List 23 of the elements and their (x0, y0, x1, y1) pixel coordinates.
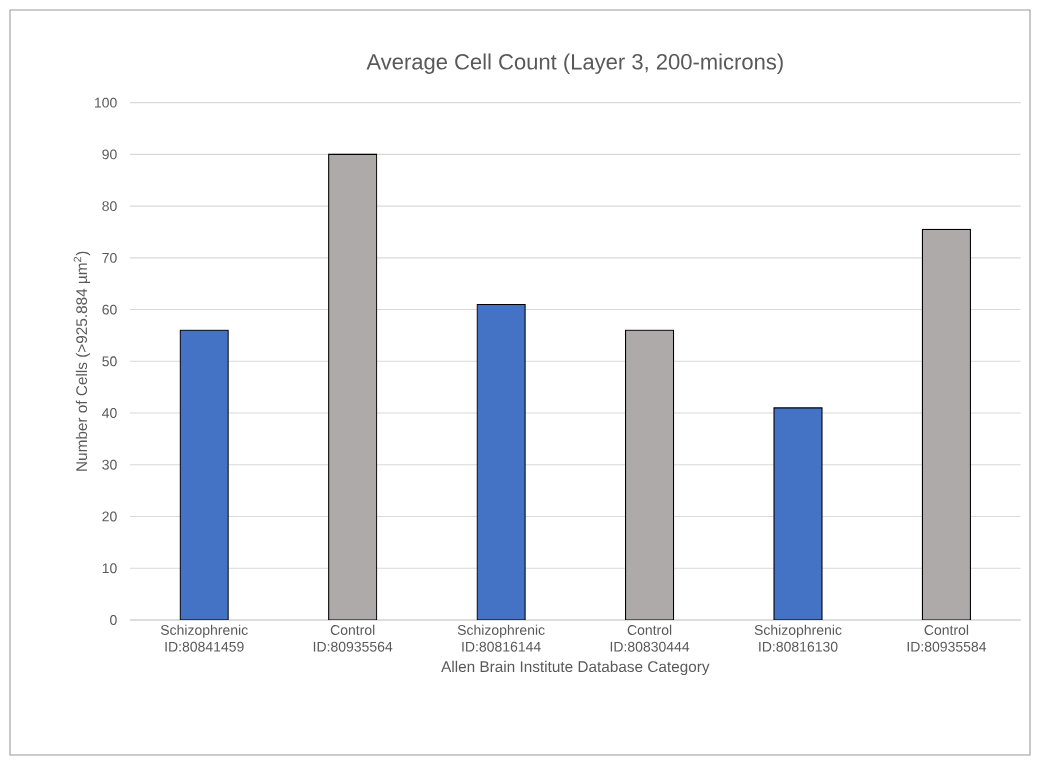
y-tick-label: 10 (102, 563, 117, 574)
y-tick-label: 30 (102, 459, 117, 470)
y-tick-label: 20 (102, 511, 117, 522)
y-tick-label: 100 (95, 97, 117, 108)
y-tick-label: 90 (102, 149, 117, 160)
y-tick-label: 70 (102, 252, 117, 263)
x-tick-label: Control ID:80935564 (313, 624, 393, 652)
y-tick-label: 50 (102, 356, 117, 367)
x-tick-label: Schizophrenic ID:80816144 (457, 624, 545, 652)
x-tick-label: Schizophrenic ID:80816130 (754, 624, 842, 652)
y-axis-title: Number of Cells (>925.884 µm$^{2}$) (73, 251, 91, 471)
bar (625, 329, 675, 620)
bar (179, 329, 229, 620)
bar (476, 303, 526, 620)
chart-title: Average Cell Count (Layer 3, 200-microns) (366, 53, 783, 74)
y-tick-label: 40 (102, 408, 117, 419)
y-tick-label: 80 (102, 201, 117, 212)
x-tick-label: Schizophrenic ID:80841459 (160, 624, 248, 652)
y-tick-label: 0 (110, 615, 117, 625)
x-tick-label: Control ID:80935584 (907, 624, 987, 652)
x-tick-label: Control ID:80830444 (610, 624, 690, 652)
x-axis-title: Allen Brain Institute Database Category (441, 660, 710, 676)
y-tick-label: 60 (102, 304, 117, 315)
